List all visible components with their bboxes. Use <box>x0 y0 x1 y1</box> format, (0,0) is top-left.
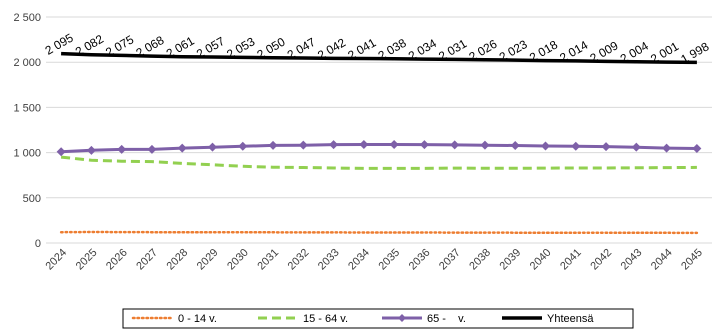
legend-label: Yhteensä <box>547 313 594 325</box>
data-point-marker <box>147 144 157 154</box>
data-point-marker <box>268 140 278 150</box>
x-tick-label: 2045 <box>679 247 705 273</box>
x-tick-label: 2036 <box>407 247 433 273</box>
data-point-marker <box>359 139 369 149</box>
x-tick-label: 2039 <box>498 247 524 273</box>
legend-label: 65 - v. <box>427 313 466 325</box>
y-tick-label: 2 000 <box>13 57 41 69</box>
data-point-marker <box>208 142 217 152</box>
x-tick-label: 2024 <box>43 247 69 273</box>
x-tick-label: 2038 <box>467 247 493 273</box>
x-tick-label: 2033 <box>316 247 342 273</box>
legend-box <box>122 308 634 329</box>
data-point-marker <box>601 142 611 152</box>
x-tick-label: 2043 <box>619 247 645 273</box>
x-tick-label: 2028 <box>165 247 191 273</box>
data-point-marker <box>631 142 641 152</box>
y-tick-label: 2 500 <box>13 12 41 24</box>
y-tick-label: 1 500 <box>13 102 41 114</box>
x-tick-label: 2029 <box>195 247 221 273</box>
x-tick-label: 2037 <box>437 247 463 273</box>
series-line-0 <box>59 230 699 235</box>
series-line-3 <box>61 51 697 65</box>
gridlines <box>46 16 712 244</box>
data-point-marker <box>480 140 490 150</box>
data-point-marker <box>692 144 702 154</box>
data-point-marker <box>450 140 460 150</box>
legend-marker <box>398 314 406 322</box>
data-point-marker <box>662 143 672 153</box>
y-axis: 0 500 1 000 1 500 2 000 2 500 <box>13 12 41 250</box>
x-tick-label: 2044 <box>649 247 675 273</box>
x-tick-label: 2031 <box>255 247 281 273</box>
data-point-marker <box>298 140 308 150</box>
x-tick-label: 2035 <box>376 247 402 273</box>
y-tick-label: 0 <box>35 238 41 250</box>
x-tick-label: 2042 <box>588 247 614 273</box>
data-point-marker <box>510 141 520 151</box>
series-lines <box>56 51 702 235</box>
x-tick-label: 2030 <box>225 247 251 273</box>
data-point-marker <box>86 145 96 155</box>
legend-label: 15 - 64 v. <box>303 313 348 325</box>
legend-label: 0 - 14 v. <box>178 313 217 325</box>
x-tick-label: 2034 <box>346 247 372 273</box>
x-tick-label: 2040 <box>528 247 554 273</box>
data-point-marker <box>389 139 399 149</box>
data-point-marker <box>117 144 127 154</box>
x-tick-label: 2027 <box>134 247 160 273</box>
y-tick-label: 500 <box>23 193 41 205</box>
x-axis: 2024 2025 2026 2027 2028 2029 2030 2031 2032 2033… <box>43 247 705 273</box>
data-point-marker <box>329 140 339 150</box>
x-tick-label: 2026 <box>104 247 130 273</box>
data-point-marker <box>541 141 550 151</box>
data-point-marker <box>419 140 429 150</box>
data-point-marker <box>238 141 248 151</box>
data-point-marker <box>56 147 66 157</box>
data-point-marker <box>571 141 581 151</box>
series-line-1 <box>60 155 697 170</box>
data-point-marker <box>177 143 187 153</box>
series-line-2 <box>61 143 697 154</box>
legend: 0 - 14 v. 15 - 64 v. 65 - v. Yhteensä <box>122 308 634 329</box>
x-tick-label: 2041 <box>558 247 584 273</box>
y-tick-label: 1 000 <box>13 148 41 160</box>
x-tick-label: 2032 <box>286 247 312 273</box>
x-tick-label: 2025 <box>74 247 100 273</box>
